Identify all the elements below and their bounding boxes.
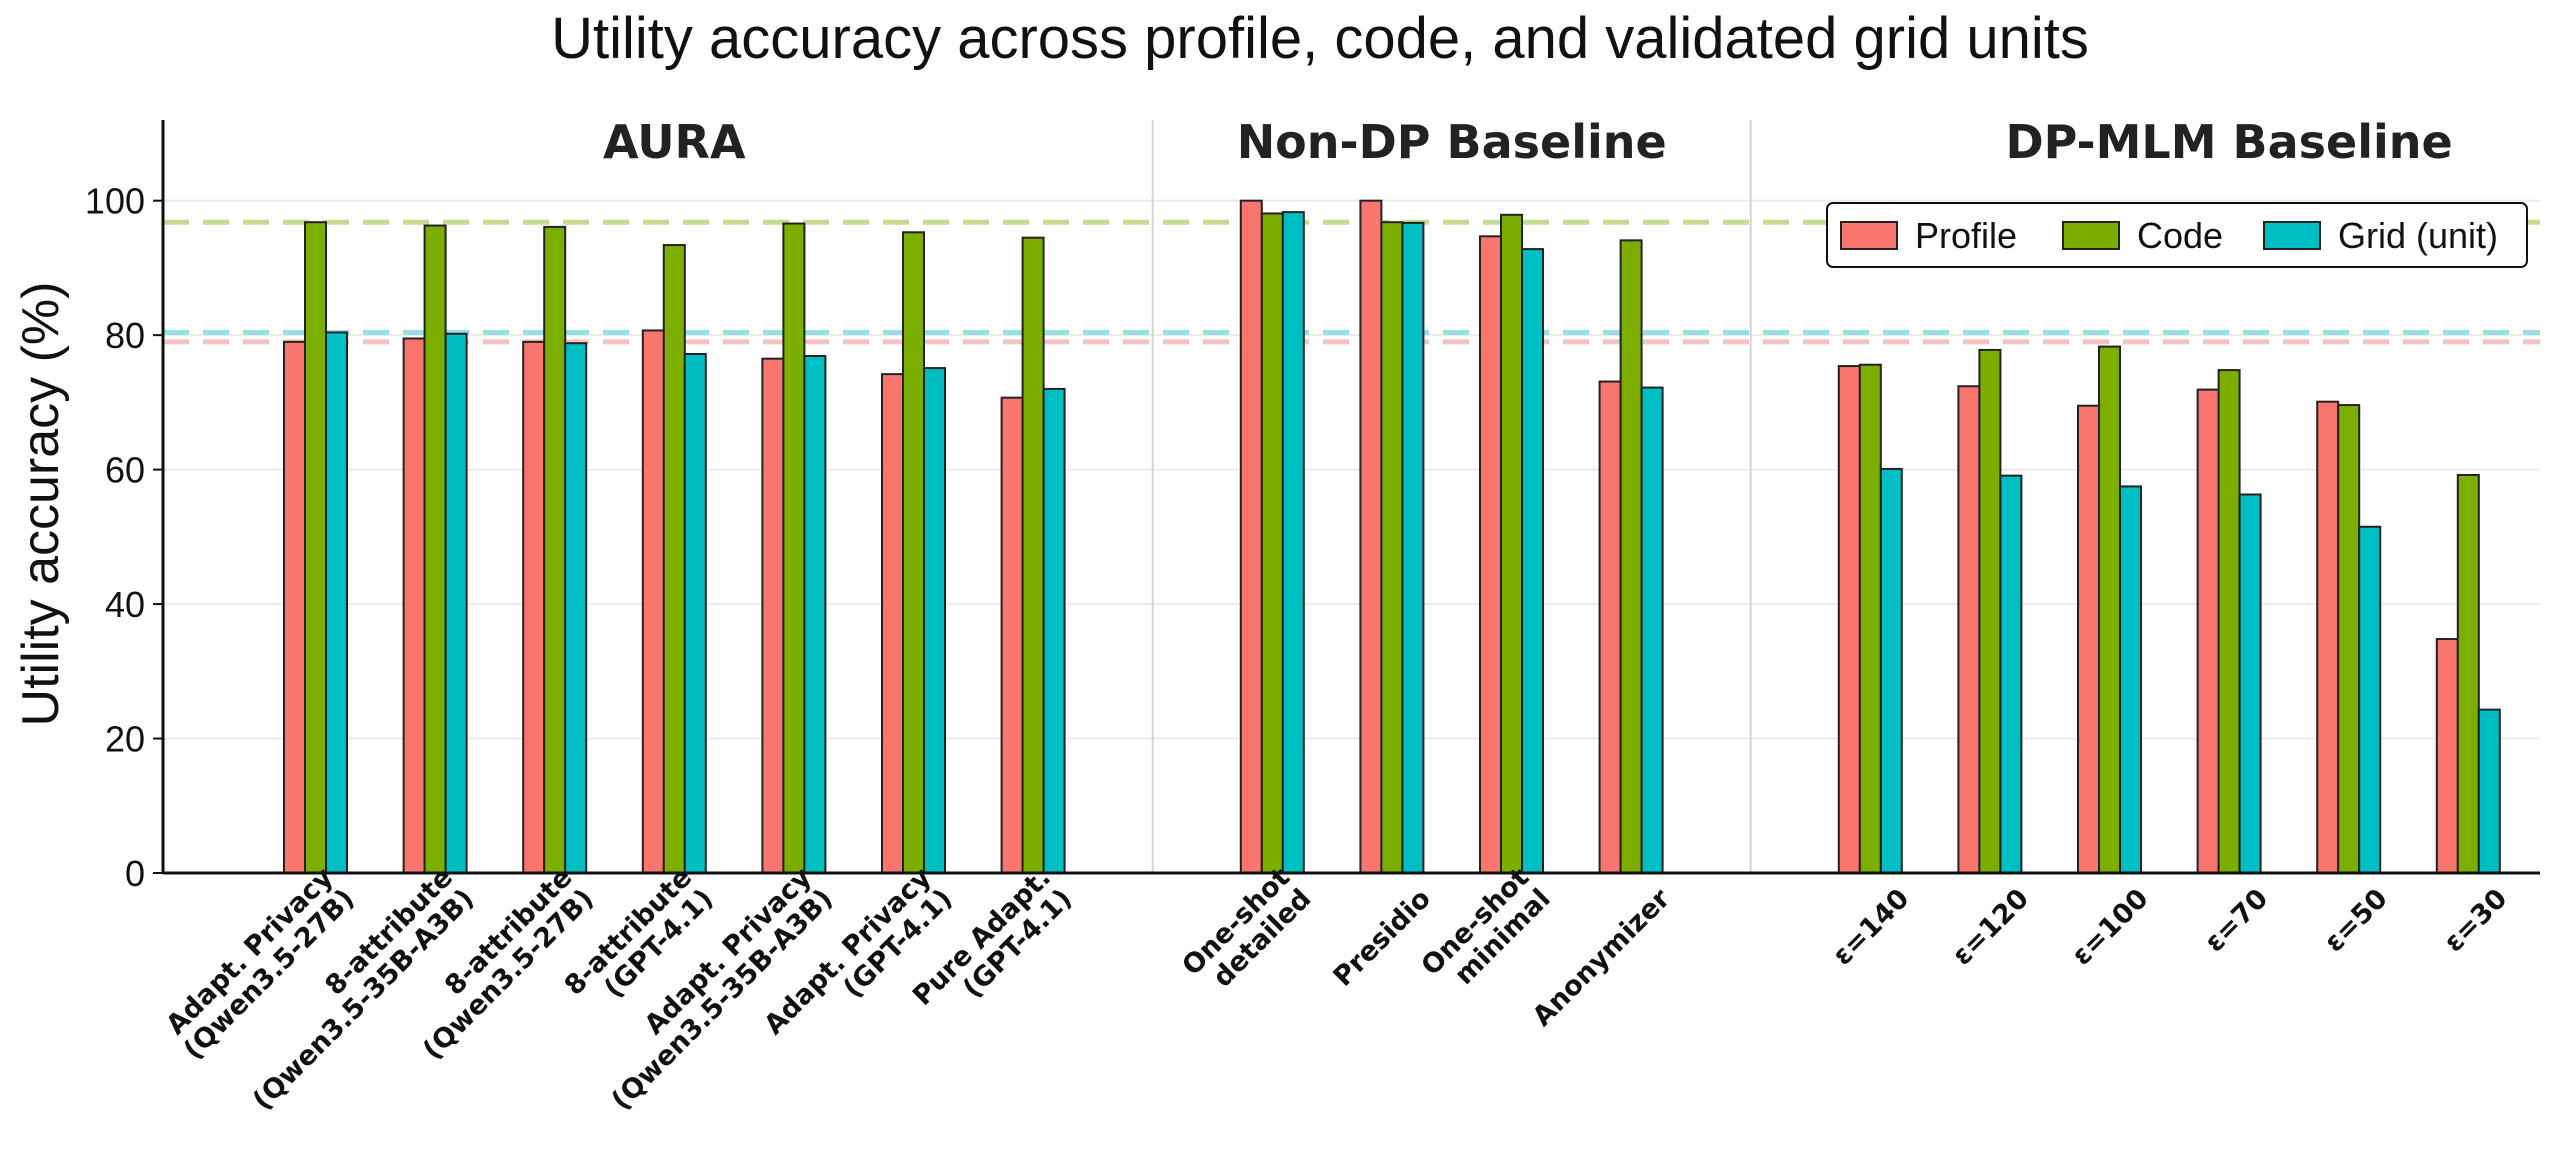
bar-grid-unit-1 [444, 332, 468, 874]
group-labels: AURA Non-DP Baseline DP-MLM Baseline [603, 115, 2453, 169]
bar-profile-1 [402, 337, 426, 874]
bar-code-14 [2217, 369, 2241, 874]
bar-code-1 [423, 224, 447, 875]
bar-profile-13 [2077, 404, 2100, 874]
legend-swatch [2062, 221, 2120, 250]
bar-code-8 [1380, 221, 1404, 874]
x-tick-labels: Adapt. Privacy(Qwen3.5-27B)8-attribute(Q… [160, 862, 2513, 1117]
bar-grid-unit-2 [564, 342, 588, 875]
y-tick-label: 100 [85, 181, 145, 222]
bars [283, 199, 2501, 875]
bar-code-6 [1021, 236, 1045, 874]
bar-profile-7 [1239, 199, 1263, 874]
bar-code-4 [782, 222, 806, 875]
y-tick-label: 60 [105, 450, 145, 491]
legend-frame [1826, 202, 2528, 268]
group-separators [1151, 120, 1752, 873]
legend-swatch [2263, 221, 2321, 250]
bar-profile-10 [1598, 380, 1622, 874]
bar-code-0 [304, 221, 327, 874]
bar-code-5 [902, 231, 925, 875]
bar-grid-unit-7 [1281, 211, 1305, 874]
bar-profile-11 [1837, 365, 1861, 874]
x-tick-label: Presidio [1327, 883, 1437, 993]
x-tick-label-line: Presidio [1327, 883, 1437, 993]
bar-grid-unit-6 [1042, 387, 1066, 874]
bar-profile-5 [881, 373, 904, 874]
bar-grid-unit-12 [1999, 474, 2023, 874]
bar-code-16 [2456, 473, 2480, 874]
gridlines [163, 199, 2540, 874]
bar-grid-unit-13 [2119, 485, 2142, 874]
x-tick-label: ε=50 [2319, 883, 2394, 958]
y-tick-label: 0 [125, 853, 145, 894]
bar-grid-unit-11 [1879, 467, 1903, 874]
bar-grid-unit-15 [2358, 525, 2382, 874]
x-tick-label-line: ε=100 [2066, 883, 2154, 971]
x-tick-label: ε=100 [2066, 883, 2154, 971]
x-tick-label-line: ε=50 [2319, 883, 2394, 958]
legend-label: Code [2137, 215, 2223, 256]
bar-grid-unit-5 [923, 367, 946, 874]
bar-grid-unit-10 [1640, 386, 1664, 874]
x-tick-label-line: ε=30 [2438, 883, 2513, 958]
bar-profile-3 [641, 329, 665, 875]
bar-grid-unit-9 [1521, 248, 1544, 875]
y-tick-label: 40 [105, 584, 145, 625]
x-tick-label: ε=30 [2438, 883, 2513, 958]
bar-grid-unit-8 [1401, 221, 1425, 874]
bar-code-15 [2337, 404, 2361, 874]
group-label: AURA [603, 115, 746, 169]
bar-profile-9 [1479, 235, 1502, 875]
bar-code-12 [1978, 348, 2002, 875]
y-tick-label: 20 [105, 719, 145, 760]
bar-profile-14 [2196, 388, 2220, 874]
x-tick-label: ε=70 [2199, 883, 2274, 958]
bar-code-10 [1619, 239, 1643, 875]
axes [153, 120, 2540, 875]
x-tick-label-line: ε=140 [1827, 883, 1915, 971]
bar-grid-unit-16 [2477, 708, 2501, 875]
legend: Profile Code Grid (unit) [1826, 202, 2528, 268]
x-tick-label-line: ε=70 [2199, 883, 2274, 958]
bar-profile-15 [2316, 400, 2340, 874]
x-tick-label: ε=140 [1827, 883, 1915, 971]
bar-profile-8 [1359, 199, 1383, 874]
chart-title: Utility accuracy across profile, code, a… [551, 6, 2089, 71]
bar-profile-6 [1000, 396, 1024, 874]
y-axis-label: Utility accuracy (%) [12, 282, 70, 727]
bar-code-2 [543, 225, 567, 874]
legend-label: Grid (unit) [2338, 215, 2498, 256]
legend-label: Profile [1915, 215, 2017, 256]
bar-code-9 [1500, 213, 1523, 875]
bar-grid-unit-3 [683, 352, 707, 875]
bar-code-13 [2098, 345, 2121, 874]
group-label: DP-MLM Baseline [2005, 115, 2452, 169]
bar-code-3 [662, 244, 686, 875]
y-tick-label: 80 [105, 315, 145, 356]
bar-grid-unit-4 [803, 354, 827, 875]
bar-code-7 [1260, 212, 1284, 874]
legend-swatch [1840, 221, 1898, 250]
bar-profile-16 [2435, 638, 2459, 875]
bar-profile-0 [283, 340, 306, 874]
bar-profile-2 [522, 340, 546, 874]
x-tick-label-line: ε=120 [1947, 883, 2035, 971]
group-label: Non-DP Baseline [1237, 115, 1667, 169]
bar-grid-unit-14 [2238, 493, 2262, 874]
bar-profile-4 [761, 357, 785, 874]
bar-grid-unit-0 [325, 331, 348, 875]
bar-profile-12 [1957, 385, 1981, 874]
x-tick-label: ε=120 [1947, 883, 2035, 971]
bar-code-11 [1858, 363, 1882, 874]
y-tick-labels: 0 20 40 60 80 100 [85, 181, 145, 894]
